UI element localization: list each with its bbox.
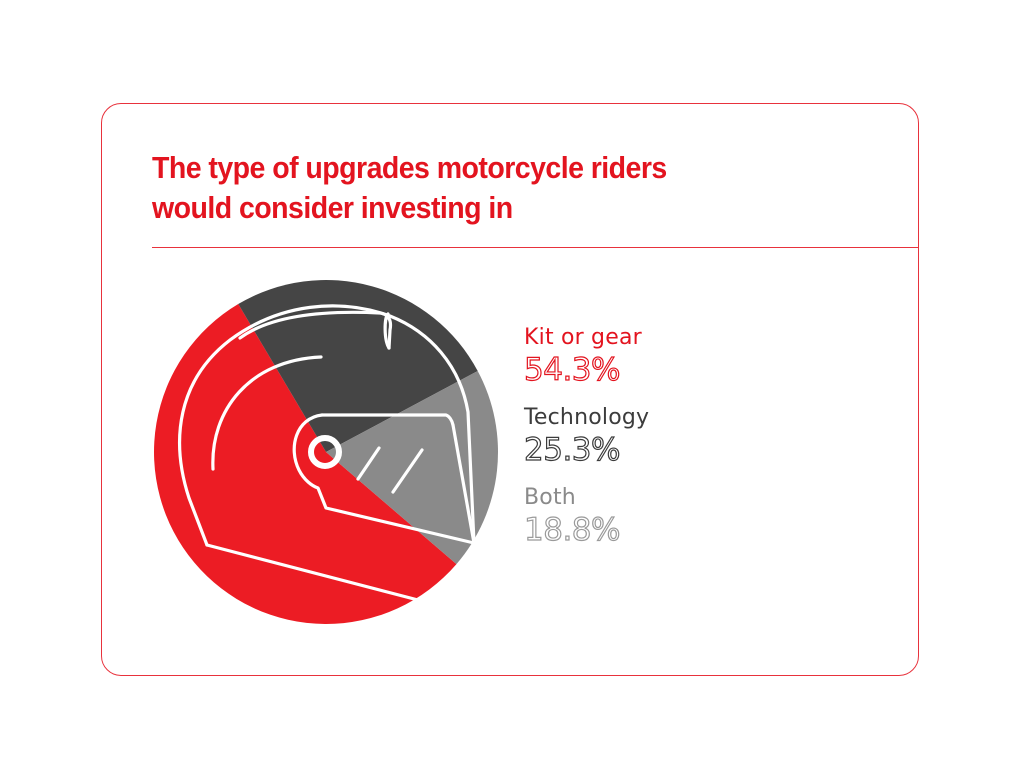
title-line-2: would consider investing in <box>152 190 513 225</box>
legend-value: 54.3% <box>523 351 621 388</box>
title-divider <box>152 247 919 248</box>
pie-slice-technology <box>238 279 478 452</box>
legend-label: Both <box>524 485 576 510</box>
legend-item-both: Both 18.8% <box>523 484 649 549</box>
chart-title: The type of upgrades motorcycle riders w… <box>152 148 796 228</box>
pie-slices <box>154 279 498 624</box>
legend: Kit or gear 54.3% Technology 25.3% Both … <box>523 324 650 564</box>
legend-item-kit-or-gear: Kit or gear 54.3% <box>523 324 649 389</box>
legend-label: Kit or gear <box>524 325 642 350</box>
legend-value: 18.8% <box>523 511 621 548</box>
legend-label: Technology <box>524 405 650 430</box>
legend-value: 25.3% <box>523 431 621 468</box>
legend-item-technology: Technology 25.3% <box>523 404 650 469</box>
pie-slice-kit-or-gear <box>154 304 457 624</box>
motorcycle-helmet-icon <box>178 304 476 602</box>
chart-card <box>101 103 919 676</box>
pie-slice-both <box>326 370 498 565</box>
title-line-1: The type of upgrades motorcycle riders <box>152 150 667 185</box>
